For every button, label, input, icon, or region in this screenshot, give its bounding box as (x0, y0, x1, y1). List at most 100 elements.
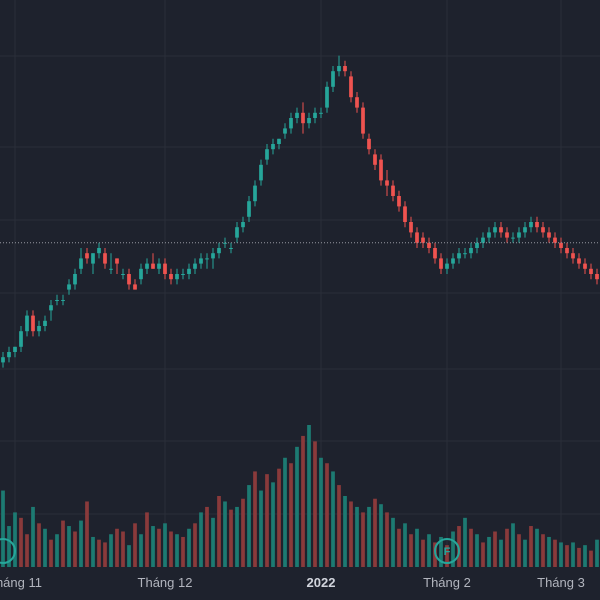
volume-bar (103, 542, 107, 567)
event-marker-circle (434, 538, 460, 564)
candle-body (385, 180, 389, 186)
volume-bar (505, 528, 509, 567)
candle-body (181, 274, 185, 275)
candle (457, 248, 461, 264)
candle-body (541, 227, 545, 233)
event-marker[interactable]: F (434, 538, 460, 564)
volume-bar (283, 457, 287, 567)
candle (385, 170, 389, 196)
candle (379, 154, 383, 186)
volume-bar (373, 498, 377, 567)
candle-body (217, 248, 221, 254)
candle-body (457, 253, 461, 259)
candle-body (259, 164, 263, 181)
candle-body (283, 128, 287, 134)
volume-bar (175, 534, 179, 567)
candle (217, 242, 221, 259)
volume-bar (559, 542, 563, 567)
candle (397, 190, 401, 212)
candle-body (511, 237, 515, 239)
candle-body (133, 284, 137, 290)
candle (589, 263, 593, 280)
volume-bar (133, 523, 137, 567)
candle (241, 216, 245, 233)
candle-body (409, 222, 413, 233)
candle (475, 237, 479, 254)
event-marker[interactable] (0, 538, 16, 564)
volume-bar (313, 441, 317, 567)
candle (313, 107, 317, 124)
candle (139, 263, 143, 285)
candle (193, 258, 197, 274)
volume-bar (361, 512, 365, 567)
candle-body (451, 258, 455, 264)
candle-body (91, 253, 95, 264)
candle-body (379, 159, 383, 181)
candle-body (127, 274, 131, 285)
candle-body (571, 253, 575, 259)
volume-bar (397, 528, 401, 567)
candle-body (355, 97, 359, 108)
candle (559, 237, 563, 254)
candle-body (319, 112, 323, 114)
candle (421, 232, 425, 248)
candle (487, 227, 491, 243)
event-markers[interactable]: F (0, 538, 460, 564)
candle-body (307, 118, 311, 124)
volume-bar (223, 501, 227, 567)
candle (7, 346, 11, 363)
candle-body (61, 300, 65, 301)
candle-body (349, 76, 353, 98)
candle (289, 112, 293, 134)
candle (553, 232, 557, 248)
candle-body (361, 107, 365, 134)
candle (511, 232, 515, 243)
volume-bar (547, 536, 551, 567)
candle-body (37, 326, 41, 332)
volume-bar (13, 512, 17, 567)
candle (271, 138, 275, 155)
event-marker-label: F (444, 546, 451, 558)
candle (427, 237, 431, 254)
volume-bar (43, 528, 47, 567)
candle-body (523, 227, 527, 233)
candle-body (289, 118, 293, 129)
candle (451, 253, 455, 269)
candle-body (73, 274, 77, 285)
candle (259, 159, 263, 186)
volume-bar (349, 501, 353, 567)
volume-bar (145, 512, 149, 567)
volume-bar (385, 512, 389, 567)
volume-bar (229, 509, 233, 567)
candle (277, 138, 281, 150)
candle-body (103, 253, 107, 264)
volume-bar (97, 539, 101, 567)
volume-bar (295, 446, 299, 567)
candle (415, 227, 419, 248)
x-tick-label: Tháng 11 (0, 575, 42, 590)
volume-bar (85, 501, 89, 567)
candle-body (199, 258, 203, 264)
candle-body (331, 71, 335, 87)
candle (577, 253, 581, 269)
candle-body (85, 253, 89, 259)
candle-body (139, 268, 143, 280)
candle (43, 315, 47, 332)
candle (1, 352, 5, 368)
candle (91, 253, 95, 274)
volume-bars (1, 425, 599, 567)
candle-body (547, 232, 551, 238)
candle-body (211, 253, 215, 259)
volume-bar (409, 534, 413, 567)
candle (343, 60, 347, 77)
volume-bar (241, 498, 245, 567)
volume-bar (61, 520, 65, 567)
candle-body (7, 352, 11, 358)
candle-body (373, 154, 377, 165)
candle (61, 294, 65, 306)
candle (235, 222, 239, 243)
candle-body (577, 258, 581, 264)
volume-bar (451, 531, 455, 567)
